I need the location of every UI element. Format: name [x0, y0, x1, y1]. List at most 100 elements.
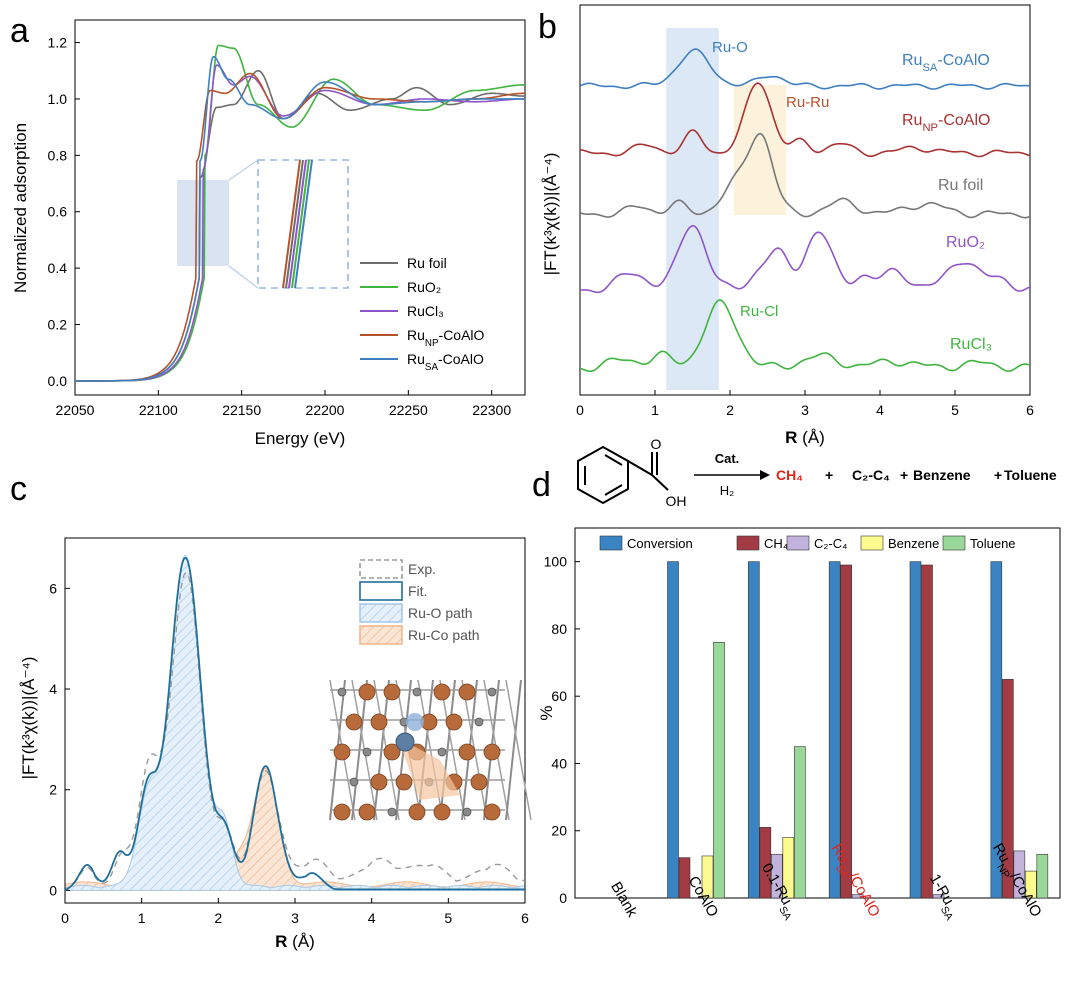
annotation-ru-o: Ru-O — [712, 39, 748, 56]
panel-label-a: a — [10, 12, 29, 50]
y-tick-label: 4 — [49, 681, 57, 697]
legend-label: Exp. — [408, 561, 436, 577]
x-tick-label: 2 — [726, 402, 734, 418]
panel-c-legend: Exp. Fit. Ru-O path Ru-Co path — [360, 560, 480, 644]
co-atom — [446, 714, 462, 730]
ru-ru-band — [734, 85, 787, 215]
hydroxyl-label: OH — [666, 493, 687, 509]
panel-label-c: c — [10, 470, 27, 508]
bar-ch4-4 — [922, 565, 933, 898]
legend-swatch — [360, 604, 402, 622]
x-tick-label: 6 — [521, 910, 529, 926]
co-atom — [459, 744, 475, 760]
co-atom — [396, 774, 412, 790]
series-label: RuO₂ — [946, 234, 985, 251]
x-tick-label: 4 — [368, 910, 376, 926]
co-atom — [409, 804, 425, 820]
panel-b-y-axis-label: |FT(k³χ(k))|(Å⁻⁴) — [541, 153, 560, 276]
legend-label: Ru-Co path — [408, 627, 480, 643]
legend-label: Fit. — [408, 583, 427, 599]
bar-toluene-5 — [1037, 854, 1048, 898]
carbonyl-oxygen-label: O — [651, 436, 662, 452]
legend-swatch — [787, 536, 809, 550]
x-tick-label: 22200 — [306, 402, 345, 418]
legend-label: Ru-O path — [408, 605, 473, 621]
x-tick-label: 1 — [138, 910, 146, 926]
co-atom — [384, 684, 400, 700]
legend-swatch — [600, 536, 622, 550]
reaction-product: CH₄ — [776, 467, 803, 483]
co-atom — [371, 714, 387, 730]
reaction-product: + — [825, 467, 833, 483]
reaction-product: Benzene — [913, 467, 971, 483]
x-tick-label: 5 — [444, 910, 452, 926]
series-label: RuNP-CoAlO — [902, 112, 990, 134]
co-atom — [359, 804, 375, 820]
reaction-product: C₂-C₄ — [852, 467, 890, 483]
y-tick-label: 1.0 — [48, 91, 68, 107]
o-atom — [463, 808, 471, 816]
x-tick-label: 3 — [291, 910, 299, 926]
x-tick-label: 0 — [576, 402, 584, 418]
co-atom — [459, 684, 475, 700]
co-atom — [346, 714, 362, 730]
panel-label-b: b — [538, 8, 557, 46]
legend-label: RuSA-CoAlO — [407, 351, 484, 373]
x-tick-label: 22100 — [139, 402, 178, 418]
reaction-products: CH₄ + C₂-C₄ + Benzene + Toluene — [776, 467, 1057, 483]
y-tick-label: 80 — [551, 621, 567, 637]
legend-label: Conversion — [627, 536, 693, 551]
legend-label: RuO₂ — [407, 279, 441, 295]
x-tick-label: 22050 — [56, 402, 95, 418]
legend-label: Ru foil — [407, 255, 447, 271]
x-tick-label: 4 — [876, 402, 884, 418]
legend-swatch — [943, 536, 965, 550]
panel-b-chart: 0123456 RuSA-CoAlORuNP-CoAlORu foilRuO₂R… — [541, 5, 1034, 447]
panel-a-chart: 22050 22100 22150 22200 22250 223000.00.20.40… — [11, 20, 525, 448]
panel-b-x-axis-label: R (Å) — [785, 428, 825, 447]
x-tick-label: 2 — [214, 910, 222, 926]
bar-toluene-2 — [794, 747, 805, 898]
co-atom — [359, 684, 375, 700]
series-label: RuSA-CoAlO — [902, 52, 990, 74]
panel-c-y-axis-label: |FT(k³χ(k))|(Å⁻⁴) — [19, 657, 38, 780]
x-tick-label: 22300 — [472, 402, 511, 418]
panel-label-d: d — [532, 466, 551, 504]
y-tick-label: 0.6 — [48, 204, 68, 220]
annotation-ru-ru: Ru-Ru — [786, 94, 829, 111]
co-atom — [434, 804, 450, 820]
bar-toluene-1 — [714, 642, 725, 898]
hydrogen-label: H₂ — [720, 483, 734, 498]
o-atom — [413, 688, 421, 696]
o-atom — [488, 688, 496, 696]
co-atom — [484, 804, 500, 820]
ru-o-coordination — [406, 713, 424, 731]
co-atom — [484, 744, 500, 760]
reaction-arrowhead — [760, 470, 770, 480]
legend-swatch — [360, 582, 402, 600]
co-atom — [471, 774, 487, 790]
x-tick-label: 22150 — [222, 402, 261, 418]
reaction-product: + — [994, 467, 1002, 483]
panel-d-legend: Conversion CH₄ C₂-C₄ Benzene Toluene — [600, 536, 1016, 551]
legend-label: RuCl₃ — [407, 303, 444, 319]
y-tick-label: 20 — [551, 823, 567, 839]
y-tick-label: 1.2 — [48, 35, 68, 51]
series-label: RuCl₃ — [950, 336, 992, 353]
y-tick-label: 6 — [49, 580, 57, 596]
legend-label: C₂-C₄ — [814, 536, 847, 551]
bar-ch4-1 — [679, 858, 690, 898]
catalyst-label: Cat. — [715, 451, 740, 466]
y-tick-label: 40 — [551, 755, 567, 771]
legend-label: CH₄ — [764, 536, 788, 551]
o-atom — [363, 748, 371, 756]
legend-swatch — [861, 536, 883, 550]
panel-b-series-labels: RuSA-CoAlO RuNP-CoAlO Ru foil RuO₂ RuCl₃ — [902, 52, 992, 353]
o-atom — [350, 778, 358, 786]
panel-c-structure-inset — [330, 680, 531, 820]
legend-swatch — [737, 536, 759, 550]
ru-atom — [396, 733, 414, 751]
o-atom — [438, 748, 446, 756]
panel-a-x-axis-label: Energy (eV) — [255, 429, 346, 448]
y-tick-label: 0.4 — [48, 260, 68, 276]
